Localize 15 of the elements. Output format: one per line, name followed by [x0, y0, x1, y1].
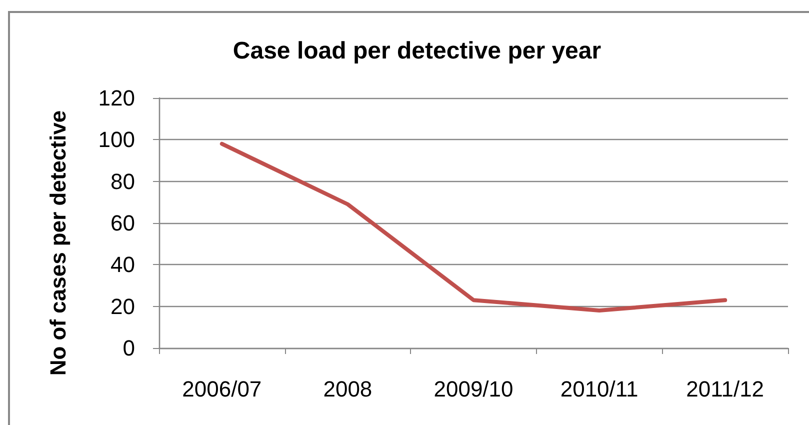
y-tick-label: 0 — [122, 336, 135, 360]
x-tick-label: 2010/11 — [560, 376, 638, 402]
chart-title: Case load per detective per year — [232, 38, 602, 64]
y-tick-label: 80 — [110, 168, 135, 194]
x-tick-label: 2009/10 — [434, 376, 514, 402]
y-tick-label: 20 — [110, 294, 135, 319]
line-series — [220, 142, 728, 312]
y-tick-label: 120 — [98, 86, 135, 110]
x-tick-label: 2011/12 — [686, 376, 764, 402]
y-tick-label: 40 — [110, 252, 135, 278]
x-tick-label: 2006/07 — [182, 376, 262, 402]
x-tick-label: 2008 — [323, 376, 372, 402]
y-tick-label: 100 — [98, 127, 135, 152]
y-tick-label: 60 — [110, 210, 135, 236]
y-axis-title: No of cases per detective — [46, 110, 70, 376]
